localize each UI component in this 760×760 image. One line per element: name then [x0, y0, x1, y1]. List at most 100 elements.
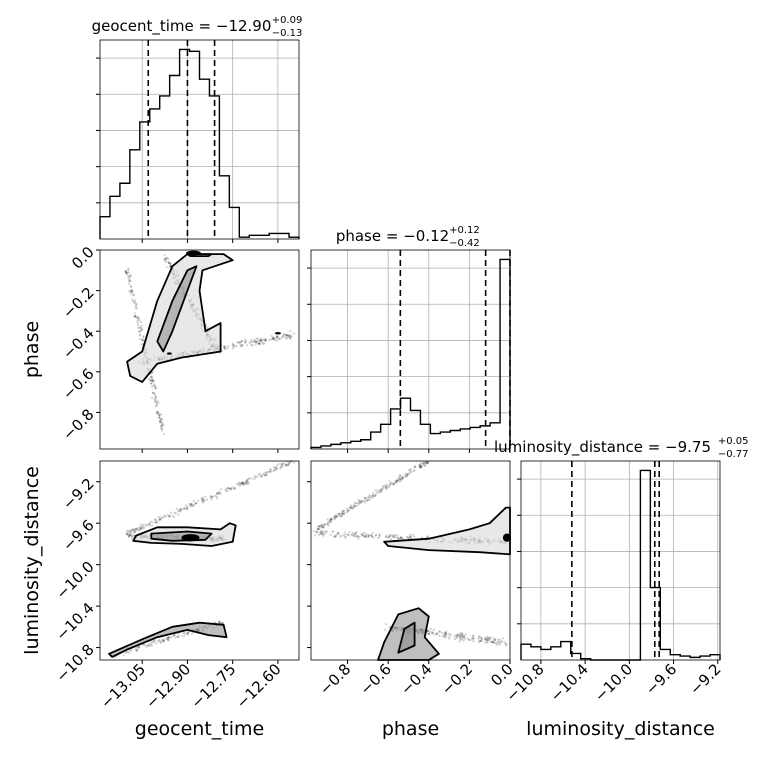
- sample-point: [156, 402, 159, 405]
- sample-point: [460, 638, 463, 641]
- sample-point: [377, 489, 380, 492]
- x-tick-label: −9.2: [686, 660, 724, 698]
- sample-point: [488, 636, 491, 639]
- sample-point: [503, 640, 506, 644]
- sample-point: [270, 334, 273, 338]
- sample-point: [355, 531, 358, 534]
- sample-point: [389, 537, 392, 541]
- sample-point: [260, 340, 264, 344]
- sample-point: [154, 387, 157, 390]
- density-contour: [126, 253, 234, 383]
- sample-point: [449, 633, 452, 636]
- sample-point: [281, 462, 284, 466]
- sample-point: [361, 500, 364, 503]
- sample-point: [140, 324, 143, 327]
- sample-point: [158, 414, 161, 417]
- sample-point: [189, 504, 192, 507]
- sample-point: [278, 337, 281, 340]
- hist-phase: phase = −0.12 +0.12 −0.42: [307, 225, 511, 453]
- y-tick-label: −10.8: [52, 640, 97, 685]
- sample-point: [327, 521, 330, 525]
- sample-point: [169, 265, 172, 268]
- sample-point: [149, 520, 153, 523]
- sample-point: [233, 487, 236, 490]
- sample-point: [423, 464, 427, 467]
- sample-point: [157, 640, 160, 643]
- sample-point: [159, 516, 162, 519]
- sample-point: [124, 269, 127, 272]
- sample-point: [365, 499, 368, 502]
- sample-point: [218, 492, 221, 495]
- sample-point: [318, 527, 321, 530]
- sample-point: [138, 337, 142, 341]
- sample-point: [426, 461, 429, 464]
- sample-point: [472, 637, 475, 640]
- sample-point: [146, 644, 149, 647]
- sample-point: [153, 393, 157, 396]
- sample-point: [420, 465, 423, 468]
- sample-point: [135, 306, 138, 309]
- sample-point: [320, 529, 323, 533]
- panel-geocent_time-vs-luminosity_distance: −13.05−12.90−12.75−12.60−9.2−9.6−10.0−10…: [52, 459, 300, 712]
- sample-point: [213, 621, 217, 624]
- sample-point: [281, 465, 284, 468]
- sample-point: [128, 279, 131, 282]
- title-lower-error: −0.42: [449, 238, 480, 249]
- sample-point: [161, 418, 164, 421]
- sample-point: [263, 342, 266, 345]
- sample-point: [370, 495, 373, 498]
- sample-point: [287, 334, 290, 337]
- sample-point: [150, 376, 153, 379]
- sample-point: [358, 535, 361, 538]
- sample-point: [127, 276, 130, 279]
- sample-point: [284, 333, 287, 336]
- sample-point: [363, 535, 366, 538]
- sample-point: [485, 640, 488, 644]
- sample-point: [317, 525, 321, 528]
- sample-point: [385, 535, 388, 538]
- sample-point: [348, 530, 351, 534]
- sample-point: [239, 341, 243, 344]
- sample-point: [333, 535, 336, 538]
- sample-point: [321, 533, 324, 536]
- sample-point: [135, 648, 138, 652]
- sample-point: [253, 475, 256, 478]
- sample-point: [428, 632, 431, 635]
- sample-point: [394, 534, 397, 538]
- sample-point: [132, 293, 135, 296]
- sample-point: [169, 514, 172, 517]
- sample-point: [231, 347, 234, 350]
- sample-point: [335, 515, 338, 519]
- sample-point: [133, 299, 137, 302]
- sample-point: [253, 340, 256, 343]
- sample-point: [395, 481, 398, 484]
- sample-point: [329, 518, 332, 521]
- sample-point: [244, 482, 247, 486]
- sample-point: [357, 537, 360, 540]
- sample-point: [315, 530, 318, 533]
- sample-point: [408, 471, 411, 474]
- sample-point: [384, 484, 388, 488]
- sample-point: [385, 483, 388, 486]
- sample-point: [322, 526, 325, 529]
- sample-point: [124, 651, 127, 655]
- sample-point: [158, 413, 161, 416]
- sample-point: [448, 635, 451, 638]
- sample-point: [278, 462, 281, 466]
- sample-point: [438, 634, 441, 637]
- sample-point: [312, 530, 315, 533]
- panel-frame: [310, 249, 511, 450]
- sample-point: [497, 640, 500, 644]
- sample-point: [196, 499, 200, 502]
- sample-point: [182, 632, 185, 635]
- sample-point: [168, 636, 171, 640]
- sample-point: [260, 339, 263, 342]
- sample-point: [361, 534, 364, 537]
- sample-point: [127, 535, 130, 538]
- sample-point: [238, 481, 241, 484]
- sample-point: [138, 333, 142, 336]
- sample-point: [288, 335, 291, 338]
- sample-point: [159, 421, 162, 424]
- sample-point: [410, 470, 413, 474]
- x-tick-label: −0.2: [438, 660, 476, 698]
